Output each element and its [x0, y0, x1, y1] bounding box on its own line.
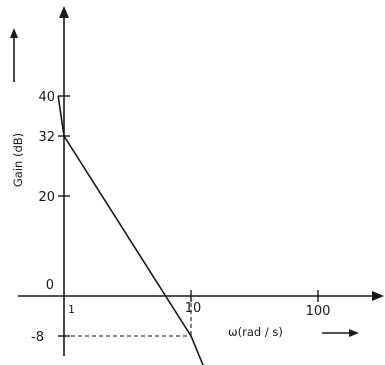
ylabel-arrowhead — [10, 28, 18, 38]
x-tick-label-1: 10 — [185, 301, 202, 316]
series-line-0 — [57, 95, 204, 365]
y-axis-arrowhead — [59, 6, 69, 18]
x-axis-arrowhead — [372, 291, 384, 301]
x-tick-label-0: 1 — [68, 303, 75, 316]
y-tick-label-2: 20 — [38, 190, 55, 205]
y-axis-label: Gain (dB) — [11, 133, 25, 187]
x-tick-label-2: 100 — [306, 304, 331, 319]
xlabel-arrowhead — [349, 329, 359, 337]
y-tick-label-1: 32 — [38, 130, 55, 145]
axis-ticks: 40 32 20 0 -8 1 10 100 — [31, 90, 330, 345]
y-tick-label-4: -8 — [31, 330, 44, 345]
x-axis-label: ω(rad / s) — [228, 325, 283, 339]
series-group — [57, 95, 204, 365]
y-tick-label-0: 40 — [38, 90, 55, 105]
y-tick-label-3: 0 — [46, 278, 54, 293]
reference-lines — [64, 296, 192, 337]
